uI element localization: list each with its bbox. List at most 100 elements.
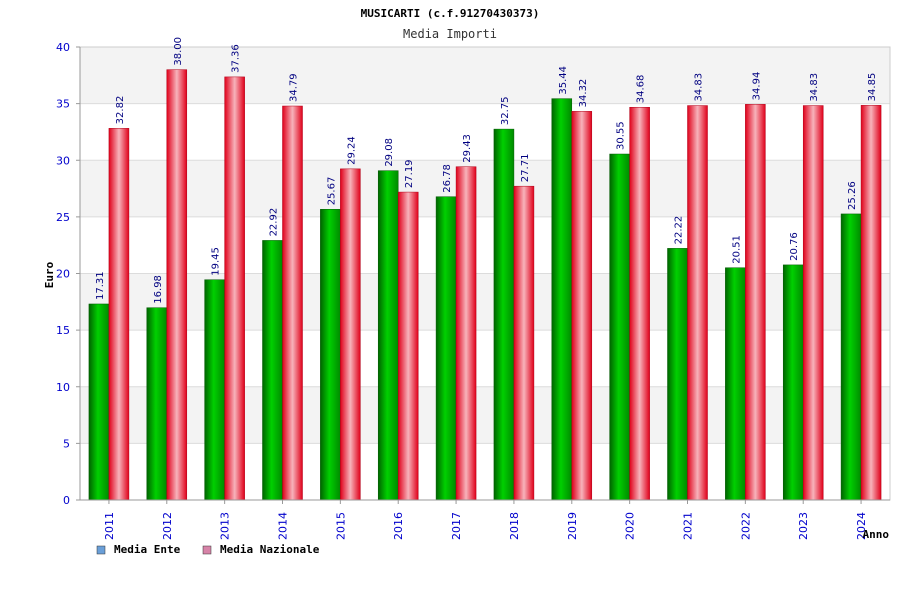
bar-media-nazionale-2015: 29.24	[340, 136, 361, 501]
data-label: 29.43	[462, 134, 473, 163]
bar	[687, 105, 708, 501]
bar-media-nazionale-2014: 34.79	[282, 73, 303, 501]
data-label: 19.45	[211, 247, 222, 276]
y-axis: 0 5 10 15 20 25 30 35 40	[56, 41, 81, 507]
x-tick-label: 2019	[566, 512, 579, 540]
data-label: 32.82	[115, 96, 126, 125]
bar	[340, 168, 361, 501]
bar-media-ente-2016: 29.08	[377, 138, 399, 501]
x-tick-label: 2020	[624, 512, 637, 540]
bar-media-nazionale-2011: 32.82	[108, 96, 130, 501]
y-tick-label: 10	[56, 381, 70, 394]
y-tick-label: 30	[56, 154, 70, 167]
x-tick-label: 2017	[450, 512, 463, 540]
data-label: 16.98	[153, 275, 164, 304]
bar	[782, 264, 804, 501]
bar	[320, 209, 341, 501]
data-label: 34.94	[751, 72, 762, 101]
plot-band	[80, 273, 890, 331]
y-tick-label: 40	[56, 41, 70, 54]
bar	[435, 196, 457, 501]
bar-media-ente-2014: 22.92	[262, 208, 283, 501]
bar	[397, 191, 419, 501]
bar	[493, 128, 515, 501]
y-tick-label: 0	[63, 494, 70, 507]
bar-media-ente-2011: 17.31	[88, 271, 110, 501]
bar-media-nazionale-2018: 27.71	[513, 154, 535, 501]
chart-title: MUSICARTI (c.f.91270430373)	[361, 7, 540, 20]
x-tick-label: 2013	[219, 512, 232, 540]
data-label: 29.24	[346, 136, 357, 165]
y-tick-label: 25	[56, 211, 70, 224]
bar-media-nazionale-2022: 34.94	[745, 72, 766, 501]
data-label: 27.71	[520, 154, 531, 183]
legend-swatch-media-nazionale	[202, 545, 212, 555]
bar	[88, 303, 110, 501]
data-label: 34.83	[809, 73, 820, 102]
data-label: 25.26	[847, 181, 858, 210]
bar-media-ente-2024: 25.26	[840, 181, 862, 501]
data-label: 38.00	[173, 37, 184, 66]
x-tick-label: 2023	[797, 512, 810, 540]
plot-band	[80, 47, 890, 104]
bar	[745, 104, 766, 501]
bar	[667, 248, 688, 501]
data-label: 34.83	[694, 73, 705, 102]
bar	[224, 76, 245, 501]
bars-group: 17.31 32.82 16.98 38.00 19.45 37.36 22.92 34.79…	[88, 37, 882, 501]
data-label: 27.19	[404, 159, 415, 188]
bar	[551, 98, 573, 501]
bar	[629, 106, 650, 501]
bar-media-ente-2019: 35.44	[551, 66, 573, 501]
y-tick-label: 35	[56, 98, 70, 111]
bar-media-nazionale-2012: 38.00	[166, 37, 188, 501]
data-label: 29.08	[384, 138, 395, 167]
plot-band	[80, 160, 890, 217]
bar-media-ente-2013: 19.45	[204, 247, 225, 501]
plot-background	[79, 46, 891, 501]
bar-media-nazionale-2023: 34.83	[802, 73, 824, 501]
plot-band	[80, 330, 890, 387]
x-tick-label: 2018	[508, 512, 521, 540]
plot-band	[80, 386, 890, 444]
data-label: 20.76	[789, 232, 800, 261]
data-label: 22.92	[269, 208, 280, 237]
data-label: 26.78	[442, 164, 453, 193]
bar	[455, 166, 477, 501]
legend: Media Ente Media Nazionale	[96, 543, 320, 556]
data-label: 34.32	[578, 79, 589, 108]
data-label: 34.79	[289, 73, 300, 102]
x-axis: 2011 2012 2013 2014 2015 2016 2017 2018 2019 2020…	[80, 499, 890, 540]
data-label: 34.68	[636, 75, 647, 104]
y-tick-label: 20	[56, 268, 70, 281]
legend-label-media-ente: Media Ente	[114, 543, 181, 556]
bar	[282, 105, 303, 501]
bar-media-nazionale-2024: 34.85	[860, 73, 882, 501]
x-tick-label: 2015	[334, 512, 347, 540]
bar	[840, 213, 862, 501]
bar	[166, 69, 188, 501]
data-label: 25.67	[326, 177, 337, 206]
bar	[262, 240, 283, 501]
bar	[108, 128, 130, 501]
chart-subtitle: Media Importi	[403, 27, 497, 41]
bar	[609, 153, 630, 501]
bar	[725, 267, 746, 501]
bar-media-ente-2022: 20.51	[725, 235, 746, 501]
bar-media-ente-2012: 16.98	[146, 275, 168, 501]
bar-media-nazionale-2017: 29.43	[455, 134, 477, 501]
data-label: 30.55	[616, 121, 627, 150]
bar-media-ente-2015: 25.67	[320, 177, 341, 501]
bar-media-nazionale-2016: 27.19	[397, 159, 419, 501]
x-tick-label: 2024	[855, 512, 868, 540]
bar	[377, 170, 399, 501]
plot-band	[80, 103, 890, 161]
bar	[204, 279, 225, 501]
bar-media-nazionale-2020: 34.68	[629, 75, 650, 501]
y-tick-label: 15	[56, 324, 70, 337]
x-axis-label: Anno	[863, 528, 890, 541]
x-tick-label: 2022	[739, 512, 752, 540]
data-label: 17.31	[95, 271, 106, 300]
